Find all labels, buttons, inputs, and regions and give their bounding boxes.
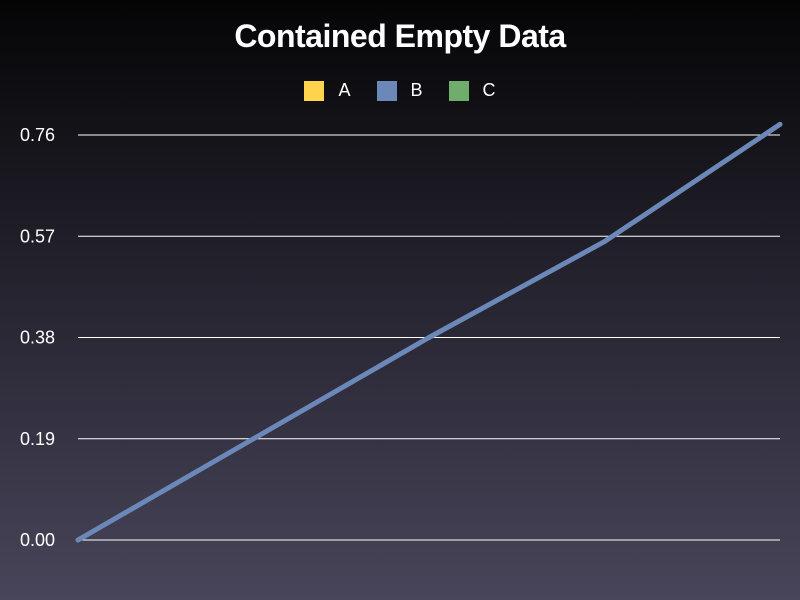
y-tick-label-4: 0.76 — [20, 125, 55, 145]
legend-item-a[interactable]: A — [304, 80, 351, 101]
data-point-b-3[interactable] — [602, 239, 607, 245]
y-tick-label-2: 0.38 — [20, 328, 55, 348]
legend-label-a: A — [338, 80, 351, 100]
y-tick-label-0: 0.00 — [20, 530, 55, 550]
data-point-b-2[interactable] — [426, 335, 432, 340]
legend: A B C — [0, 80, 800, 101]
series-line-b[interactable] — [75, 121, 783, 543]
y-tick-label-3: 0.57 — [20, 226, 55, 246]
data-point-b-0[interactable] — [75, 537, 81, 543]
chart-title: Contained Empty Data — [234, 18, 566, 54]
legend-label-b: B — [410, 80, 423, 100]
legend-swatch-c — [448, 80, 469, 101]
legend-swatch-a — [304, 80, 325, 101]
y-tick-label-1: 0.19 — [20, 429, 55, 449]
legend-item-c[interactable]: C — [448, 80, 496, 101]
legend-swatch-b — [376, 80, 397, 101]
legend-label-c: C — [482, 80, 496, 100]
data-point-b-1[interactable] — [251, 436, 256, 442]
data-point-b-4[interactable] — [777, 121, 783, 127]
legend-item-b[interactable]: B — [376, 80, 423, 101]
